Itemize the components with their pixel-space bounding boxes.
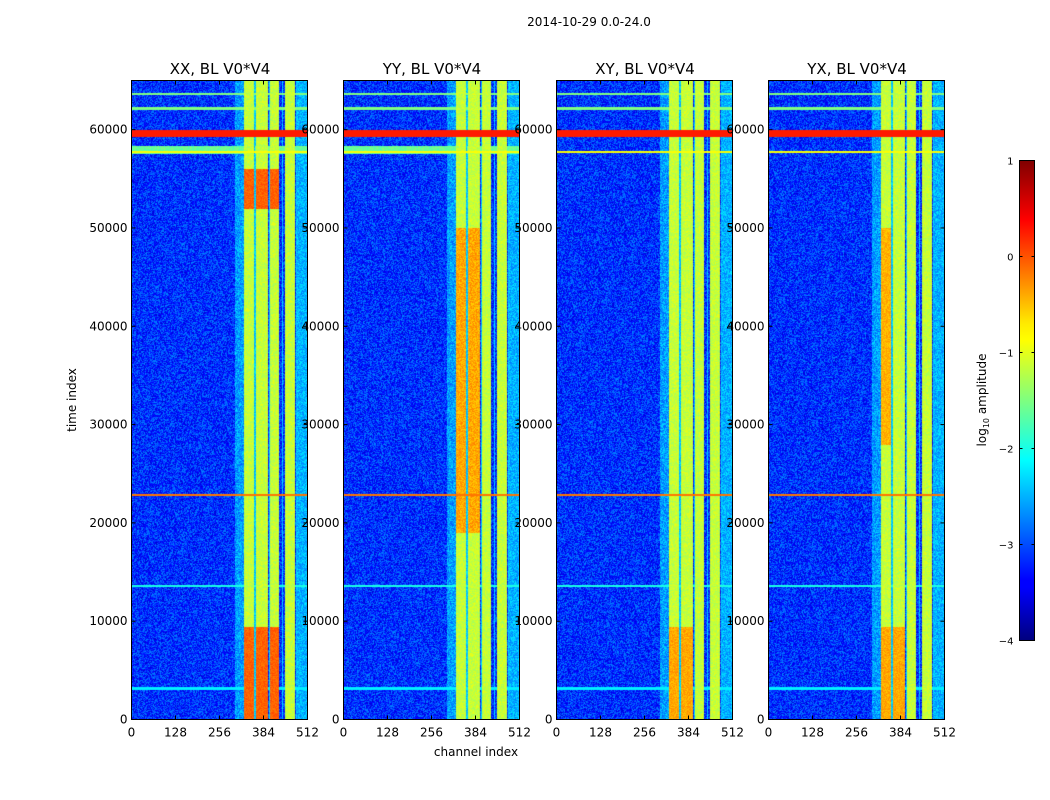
y-tick-label: 30000 [726,418,764,432]
y-tick-label: 20000 [89,516,127,530]
x-tick-label: 128 [376,726,399,740]
y-tick-label: 10000 [89,614,127,628]
y-ticks-yy: 0 10000 20000 30000 40000 50000 60000 [301,123,520,727]
y-tick-label: 40000 [726,319,764,333]
colorbar-tick-label: −3 [999,541,1014,552]
colorbar-label-sub: 10 [982,418,991,428]
colorbar-label-log: log [975,428,989,446]
x-tick-label: 256 [420,726,443,740]
y-tick-label: 60000 [301,123,339,137]
x-tick-label: 0 [765,726,773,740]
colorbar-tick-label: −1 [999,349,1014,360]
x-tick-label: 128 [589,726,612,740]
y-tick-label: 10000 [301,614,339,628]
x-ticks-yx: 0 128 256 384 512 [765,80,956,740]
figure-suptitle: 2014-10-29 0.0-24.0 [527,15,651,29]
x-ticks-xy: 0 128 256 384 512 [553,80,744,740]
panel-title-xx: XX, BL V0*V4 [170,60,271,78]
panel-title-xy: XY, BL V0*V4 [595,60,695,78]
x-tick-label: 128 [801,726,824,740]
colorbar-tick-label: −4 [999,637,1014,648]
y-tick-label: 20000 [514,516,552,530]
panel-yy: YY, BL V0*V4 0 128 256 384 512 0 10000 20000 30… [301,60,531,740]
x-tick-label: 512 [721,726,744,740]
x-tick-label: 512 [508,726,531,740]
y-tick-label: 60000 [726,123,764,137]
y-tick-label: 40000 [89,319,127,333]
x-ticks-xx: 0 128 256 384 512 [128,80,319,740]
y-tick-label: 30000 [514,418,552,432]
y-tick-label: 50000 [89,221,127,235]
heatmap-image-yy [344,81,520,720]
x-tick-label: 512 [296,726,319,740]
x-tick-label: 0 [340,726,348,740]
colorbar: −4 −3 −2 −1 0 1 log10 amplitude [975,157,1035,648]
y-tick-label: 50000 [514,221,552,235]
x-tick-label: 512 [933,726,956,740]
heatmap-image-xy [557,81,733,720]
y-tick-label: 40000 [514,319,552,333]
colorbar-tick-label: −2 [999,445,1014,456]
colorbar-ticks: −4 −3 −2 −1 0 1 [999,157,1035,648]
panel-xy: XY, BL V0*V4 0 128 256 384 512 0 10000 20000 30… [514,60,744,740]
y-tick-label: 10000 [514,614,552,628]
colorbar-tick-label: 0 [1007,253,1013,264]
x-tick-label: 0 [553,726,561,740]
heatmap-image-xx [132,81,308,720]
y-tick-label: 20000 [301,516,339,530]
colorbar-tick-label: 1 [1007,157,1013,168]
colorbar-label: log10 amplitude [975,354,991,447]
x-tick-label: 256 [633,726,656,740]
colorbar-gradient [1019,160,1034,640]
x-axis-label: channel index [434,745,518,759]
y-tick-label: 10000 [726,614,764,628]
y-tick-label: 30000 [301,418,339,432]
y-ticks-xy: 0 10000 20000 30000 40000 50000 60000 [514,123,733,727]
y-ticks-yx: 0 10000 20000 30000 40000 50000 60000 [726,123,945,727]
y-tick-label: 40000 [301,319,339,333]
x-ticks-yy: 0 128 256 384 512 [340,80,531,740]
panel-yx: YX, BL V0*V4 0 128 256 384 512 0 10000 20000 30… [726,60,956,740]
x-tick-label: 0 [128,726,136,740]
y-tick-label: 50000 [301,221,339,235]
colorbar-frame [1019,160,1035,641]
x-tick-label: 384 [889,726,912,740]
x-tick-label: 256 [208,726,231,740]
y-tick-label: 0 [120,713,128,727]
x-tick-label: 384 [464,726,487,740]
x-tick-label: 256 [845,726,868,740]
panel-title-yx: YX, BL V0*V4 [806,60,907,78]
y-tick-label: 50000 [726,221,764,235]
panel-xx: XX, BL V0*V4 0 128 256 384 512 0 10000 20000 30… [89,60,319,740]
panel-title-yy: YY, BL V0*V4 [382,60,481,78]
y-tick-label: 60000 [89,123,127,137]
colorbar-label-rest: amplitude [975,354,989,418]
heatmap-image-yx [769,81,945,720]
y-tick-label: 0 [545,713,553,727]
y-tick-label: 60000 [514,123,552,137]
y-tick-label: 30000 [89,418,127,432]
y-tick-label: 20000 [726,516,764,530]
y-tick-label: 0 [757,713,765,727]
x-tick-label: 384 [677,726,700,740]
x-tick-label: 128 [164,726,187,740]
y-ticks-xx: 0 10000 20000 30000 40000 50000 60000 [89,123,308,727]
y-axis-label: time index [65,368,79,432]
x-tick-label: 384 [252,726,275,740]
y-tick-label: 0 [332,713,340,727]
